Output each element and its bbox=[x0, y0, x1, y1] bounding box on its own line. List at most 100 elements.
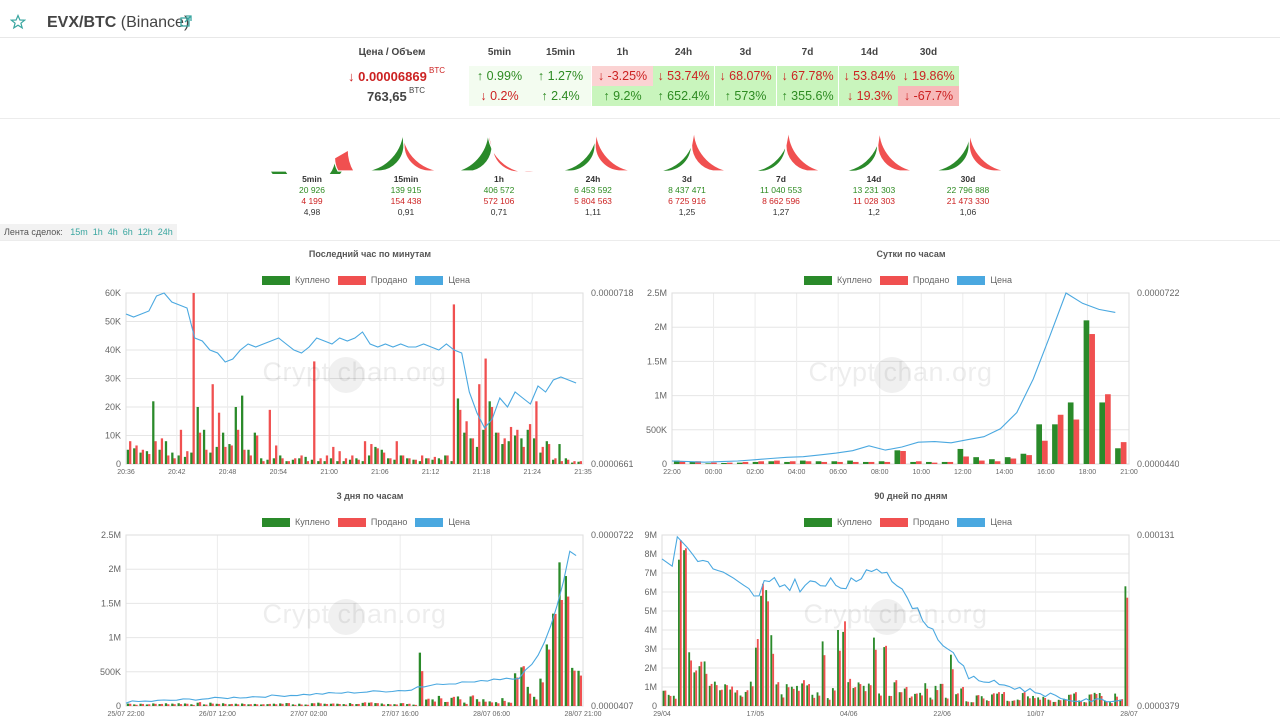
bar-sold bbox=[395, 704, 398, 706]
gauge-ratio: 1,27 bbox=[772, 207, 790, 217]
chart-title: 3 дня по часам bbox=[336, 491, 404, 501]
bar-bought bbox=[1057, 699, 1060, 706]
legend-swatch bbox=[879, 518, 908, 528]
legend-bought[interactable]: Куплено bbox=[804, 517, 872, 528]
bar-sold bbox=[547, 649, 551, 706]
x-tick-label: 28/07 21:00 bbox=[565, 711, 602, 718]
legend-price[interactable]: Цена bbox=[415, 517, 470, 528]
bar-bought bbox=[893, 682, 896, 706]
trade-feed-link-4h[interactable]: 4h bbox=[107, 227, 118, 237]
legend-price[interactable]: Цена bbox=[957, 517, 1012, 528]
legend-sold[interactable]: Продано bbox=[879, 517, 949, 528]
x-tick-label: 27/07 02:00 bbox=[290, 711, 327, 718]
bar-bought bbox=[784, 461, 790, 464]
bar-bought bbox=[1083, 702, 1086, 706]
legend-sold[interactable]: Продано bbox=[879, 275, 949, 286]
bar-bought bbox=[734, 692, 737, 706]
bar-sold bbox=[427, 458, 430, 464]
legend-price[interactable]: Цена bbox=[415, 275, 470, 286]
bar-sold bbox=[573, 670, 576, 706]
bar-bought bbox=[133, 448, 136, 464]
legend-swatch bbox=[337, 518, 366, 528]
price-axis-min: 0.0000407 bbox=[591, 701, 633, 711]
plot-frame bbox=[125, 292, 584, 465]
legend-sold[interactable]: Продано bbox=[337, 275, 407, 286]
bar-bought bbox=[367, 702, 371, 706]
bar-bought bbox=[221, 432, 225, 464]
bar-sold bbox=[389, 458, 392, 464]
bar-sold bbox=[503, 700, 506, 706]
bar-bought bbox=[1119, 699, 1122, 706]
legend-sold[interactable]: Продано bbox=[337, 517, 407, 528]
trade-feed-link-24h[interactable]: 24h bbox=[157, 227, 173, 237]
gauge-sold-sector bbox=[402, 129, 448, 172]
bar-bought bbox=[749, 681, 752, 706]
bar-sold bbox=[141, 449, 145, 464]
bar-bought bbox=[775, 684, 778, 706]
bar-sold bbox=[890, 695, 893, 706]
gauge-sold: 154 438 bbox=[390, 196, 422, 206]
gauge-sold-sector bbox=[785, 129, 823, 172]
bar-sold bbox=[389, 704, 392, 706]
bar-sold bbox=[1013, 700, 1016, 706]
bar-sold bbox=[243, 704, 246, 706]
bar-bought bbox=[158, 449, 161, 464]
legend-bought[interactable]: Куплено bbox=[262, 275, 330, 286]
bar-bought bbox=[816, 692, 819, 706]
price-change-cell: ↓ 68.07% bbox=[715, 66, 776, 86]
bar-bought bbox=[790, 686, 793, 706]
bar-sold bbox=[300, 704, 303, 706]
bar-bought bbox=[209, 702, 212, 706]
bar-sold bbox=[179, 429, 183, 464]
bar-bought bbox=[924, 683, 927, 706]
bar-sold bbox=[772, 653, 775, 706]
x-tick-label: 22:00 bbox=[663, 469, 681, 476]
bar-sold bbox=[535, 699, 538, 706]
bar-bought bbox=[934, 685, 937, 706]
gauge-sold: 8 662 596 bbox=[762, 196, 800, 206]
gauge-label: 5min bbox=[302, 174, 322, 184]
trade-feed-link-15m[interactable]: 15m bbox=[70, 227, 88, 237]
legend-bought[interactable]: Куплено bbox=[804, 275, 872, 286]
bar-bought bbox=[693, 672, 696, 706]
bar-sold bbox=[1044, 697, 1047, 706]
y-tick-label: 2M bbox=[644, 663, 657, 673]
bar-bought bbox=[673, 460, 680, 464]
bar-sold bbox=[205, 449, 208, 464]
trade-feed-link-6h[interactable]: 6h bbox=[122, 227, 133, 237]
bar-sold bbox=[459, 409, 462, 464]
gauge-label: 30d bbox=[960, 174, 976, 184]
bar-sold bbox=[792, 688, 795, 706]
bar-sold bbox=[528, 693, 532, 706]
legend-price[interactable]: Цена bbox=[957, 275, 1012, 286]
x-tick-label: 18:00 bbox=[1079, 469, 1097, 476]
y-tick-label: 2M bbox=[108, 564, 121, 574]
legend-bought[interactable]: Куплено bbox=[262, 517, 330, 528]
bar-sold bbox=[1069, 694, 1072, 706]
bar-sold bbox=[129, 703, 132, 706]
volume-unit: BTC bbox=[406, 86, 425, 95]
bar-bought bbox=[298, 458, 301, 464]
external-link-icon[interactable] bbox=[180, 15, 192, 27]
bar-bought bbox=[488, 701, 491, 706]
trade-feed-link-1h[interactable]: 1h bbox=[92, 227, 103, 237]
bar-bought bbox=[739, 695, 742, 706]
bar-sold bbox=[978, 460, 985, 464]
bar-bought bbox=[444, 701, 447, 706]
price-change-cell: ↑ 1.27% bbox=[530, 66, 591, 86]
bar-sold bbox=[962, 686, 964, 706]
bar-sold bbox=[926, 688, 929, 706]
bar-sold bbox=[135, 704, 138, 706]
trade-feed-link-12h[interactable]: 12h bbox=[137, 227, 153, 237]
bar-sold bbox=[465, 421, 468, 464]
bar-bought bbox=[1114, 693, 1117, 706]
bar-sold bbox=[910, 696, 913, 706]
star-icon[interactable] bbox=[10, 14, 26, 30]
gauge-sold-sector bbox=[487, 130, 541, 174]
bar-sold bbox=[186, 703, 189, 706]
gauge-30d: 30d 22 796 888 21 473 330 1,06 bbox=[926, 126, 1010, 218]
gauge-sold: 4 199 bbox=[301, 196, 323, 206]
gauge-sold-sector bbox=[594, 129, 635, 172]
bar-sold bbox=[427, 698, 430, 706]
bar-bought bbox=[266, 704, 269, 706]
